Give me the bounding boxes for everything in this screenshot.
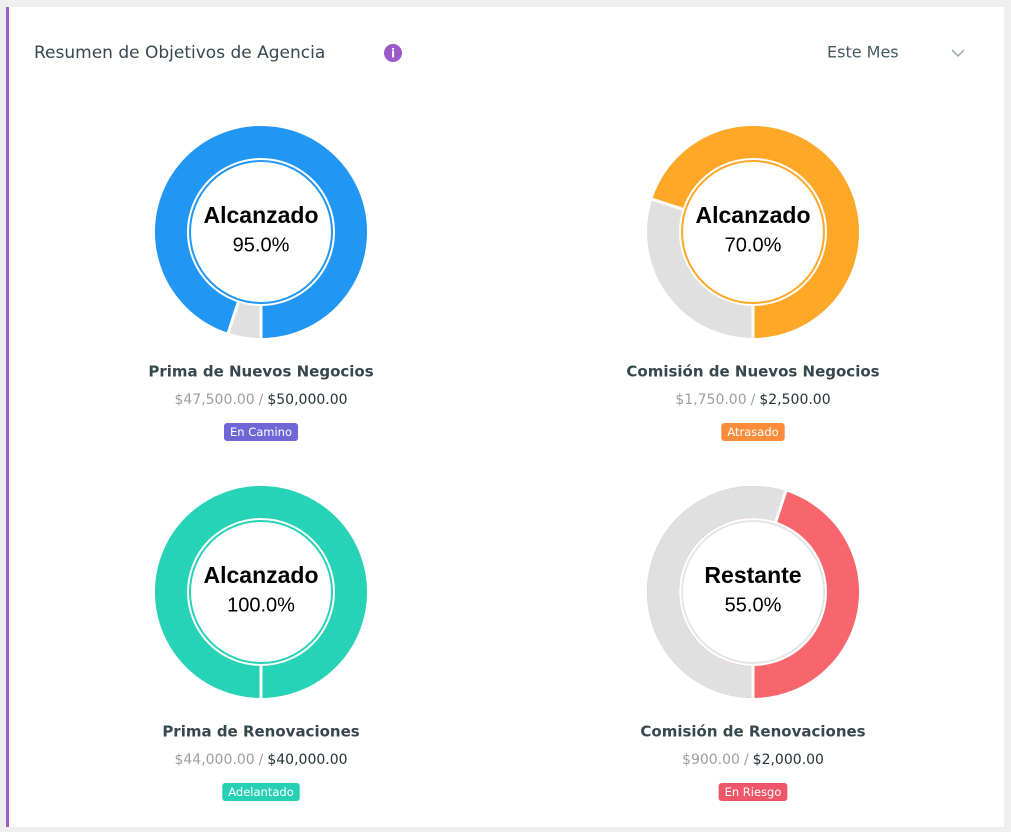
gauge-inner-ring [189,520,333,664]
goal-amount: $2,000.00 [753,752,824,768]
header-title: Resumen de Objetivos de Agencia [34,43,325,63]
amount-separator: / [744,752,749,768]
gauge-separator [650,197,685,211]
amount-separator: / [259,752,264,768]
goal-amount: $2,500.00 [759,392,830,408]
gauge-separator [226,300,240,335]
info-icon-glyph: i [391,47,395,61]
card-title: Comisión de Nuevos Negocios [626,363,879,381]
amount-separator: / [259,392,264,408]
gauge-label: Alcanzado [203,562,318,588]
amounts: $44,000.00 /$40,000.00 [174,752,347,768]
gauge-label: Alcanzado [695,202,810,228]
goal-amount: $50,000.00 [267,392,347,408]
gauge-arc [647,486,786,698]
period-select[interactable]: Este Mes [827,43,899,62]
status-label: En Riesgo [725,785,782,799]
status-badge [718,783,788,801]
gauge-inner-ring [681,520,825,664]
status-badge [223,423,299,441]
achieved-amount: $1,750.00 [675,392,746,408]
gauge-value: 55.0% [725,594,782,616]
gauge-value: 70.0% [725,234,782,256]
gauge-value: 100.0% [227,594,295,616]
achieved-amount: $900.00 [682,752,740,768]
accent-border [6,7,9,827]
gauge-inner-ring [681,160,825,304]
status-badge [222,783,300,801]
achieved-amount: $44,000.00 [174,752,254,768]
card-title: Prima de Nuevos Negocios [148,363,373,381]
gauge-separator [774,489,788,524]
gauge-label: Restante [704,562,801,588]
gauge-value: 95.0% [233,234,290,256]
amount-separator: / [751,392,756,408]
achieved-amount: $47,500.00 [174,392,254,408]
card-title: Prima de Renovaciones [162,723,359,741]
status-label: En Camino [230,425,292,439]
amounts: $900.00/$2,000.00 [682,752,824,768]
gauge-arc [155,126,367,338]
gauge-arc [652,126,859,338]
status-label: Atrasado [727,425,778,439]
card-title: Comisión de Renovaciones [640,723,865,741]
gauge-label: Alcanzado [203,202,318,228]
info-icon[interactable] [384,44,402,62]
amounts: $1,750.00 /$2,500.00 [675,392,830,408]
gauge-inner-ring [189,160,333,304]
card-panel [6,7,1004,827]
goal-amount: $40,000.00 [267,752,347,768]
status-badge [721,423,785,441]
dropdown-chevron[interactable] [951,49,965,58]
status-label: Adelantado [228,785,293,799]
amounts: $47,500.00 /$50,000.00 [174,392,347,408]
